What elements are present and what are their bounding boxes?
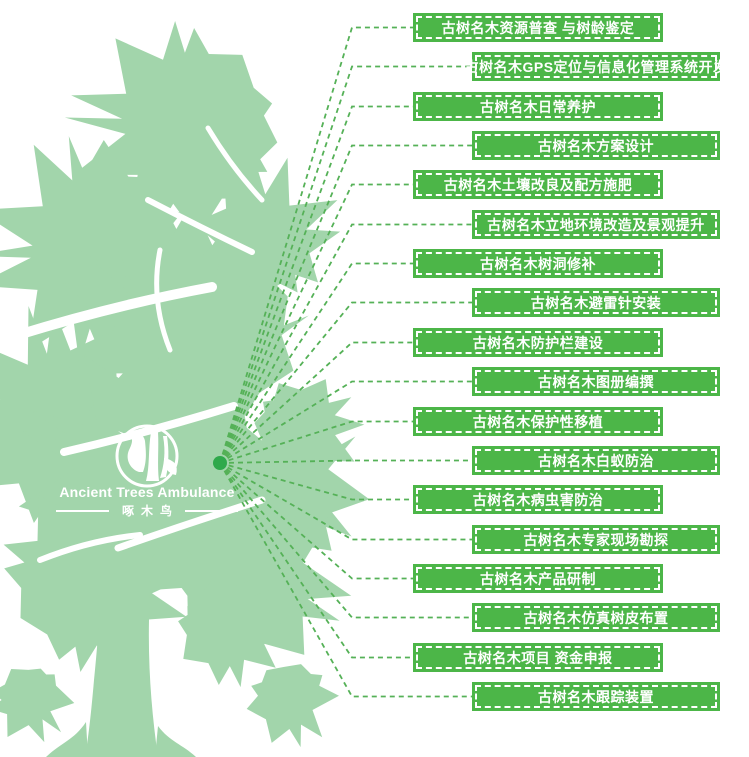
service-banner: 古树名木资源普查 与树龄鉴定 [413, 13, 663, 42]
service-banner: 古树名木立地环境改造及景观提升 [472, 210, 720, 239]
service-banner: 古树名木图册编撰 [472, 367, 720, 396]
service-banner: 古树名木避雷针安装 [472, 288, 720, 317]
logo-subtitle: 啄木鸟 [122, 504, 180, 518]
service-banner-label: 古树名木资源普查 与树龄鉴定 [441, 19, 635, 36]
connector-line [219, 144, 472, 464]
service-banner-label: 古树名木方案设计 [538, 137, 654, 154]
canopy-blob [178, 579, 290, 688]
service-banner-label: 古树名木图册编撰 [538, 373, 654, 390]
connector-lines [219, 26, 472, 698]
service-banner-label: 古树名木树洞修补 [480, 255, 596, 272]
service-banner-label: 古树名木仿真树皮布置 [523, 609, 669, 626]
service-banner-label: 古树名木保护性移植 [472, 413, 604, 430]
logo-title: Ancient Trees Ambulance [59, 484, 235, 500]
connector-line [219, 462, 413, 580]
service-banner: 古树名木方案设计 [472, 131, 720, 160]
logo-circle [115, 424, 179, 488]
canopy-blob [64, 21, 278, 239]
connector-line [219, 420, 413, 464]
service-banner: 古树名木保护性移植 [413, 407, 663, 436]
canopy-blob [246, 664, 339, 748]
connector-line [219, 462, 472, 619]
woodpecker-icon [118, 431, 177, 481]
connector-line [219, 183, 413, 464]
connector-line [219, 26, 413, 464]
logo-emblem [115, 424, 179, 488]
service-banner-label: 古树名木产品研制 [480, 570, 596, 587]
service-banner: 古树名木产品研制 [413, 564, 663, 593]
connector-line [219, 301, 472, 464]
service-banner-label: 古树名木立地环境改造及景观提升 [487, 216, 705, 233]
service-banner: 古树名木专家现场勘探 [472, 525, 720, 554]
connector-line [219, 223, 472, 464]
service-banner: 古树名木病虫害防治 [413, 485, 663, 514]
service-banner-label: 古树名木病虫害防治 [472, 491, 604, 508]
service-banner: 古树名木防护栏建设 [413, 328, 663, 357]
subtitle-rule-left [56, 509, 109, 512]
connector-line [219, 341, 413, 464]
service-banner: 古树名木仿真树皮布置 [472, 603, 720, 632]
service-banner-label: 古树名木项目 资金申报 [463, 649, 613, 666]
service-banner-label: 古树名木日常养护 [480, 98, 596, 115]
service-banner-label: 古树名木专家现场勘探 [523, 531, 669, 548]
service-banner-label: 古树名木白蚁防治 [538, 452, 654, 469]
service-banner-label: 古树名木避雷针安装 [530, 294, 662, 311]
service-banner: 古树名木土壤改良及配方施肥 [413, 170, 663, 199]
service-banner: 古树名木白蚁防治 [472, 446, 720, 475]
logo-subtitle-row: 啄木鸟 [56, 502, 239, 519]
connector-line [219, 65, 472, 464]
subtitle-rule-right [185, 509, 239, 512]
service-banner-label: 古树名木跟踪装置 [538, 688, 654, 705]
connector-line [219, 462, 413, 501]
tree-canopy [0, 21, 370, 748]
service-banner-label: 古树名木土壤改良及配方施肥 [443, 176, 633, 193]
branch-highlight-lines [13, 125, 266, 563]
service-banner-label: 古树名木GPS定位与信息化管理系统开发 [464, 58, 728, 75]
connector-line [219, 380, 472, 464]
canopy-blob [0, 668, 75, 743]
service-banner-label: 古树名木防护栏建设 [472, 334, 604, 351]
service-banner: 古树名木日常养护 [413, 92, 663, 121]
service-banner: 古树名木跟踪装置 [472, 682, 720, 711]
hub-dot [213, 456, 227, 470]
tree-trunk [46, 525, 196, 757]
canopy-blob [3, 477, 196, 672]
service-banner: 古树名木GPS定位与信息化管理系统开发 [464, 52, 727, 81]
connector-line [219, 262, 413, 464]
connector-line [219, 105, 413, 464]
service-banner: 古树名木树洞修补 [413, 249, 663, 278]
connector-line [219, 462, 413, 659]
service-banner: 古树名木项目 资金申报 [413, 643, 663, 672]
